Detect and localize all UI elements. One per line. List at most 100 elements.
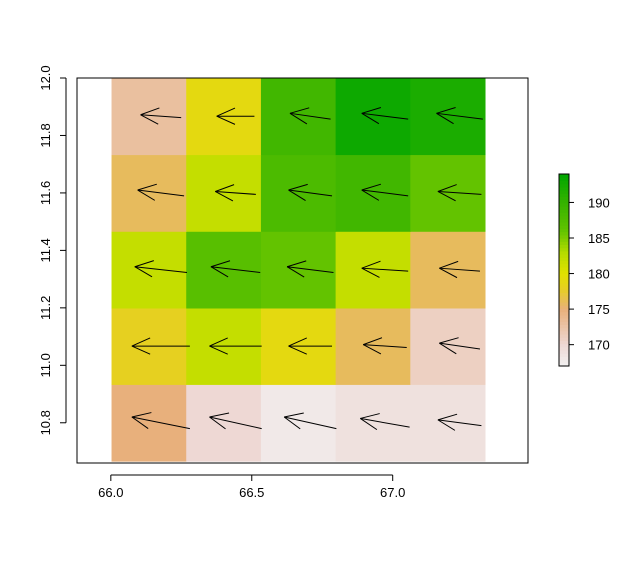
colorbar-segment: [559, 318, 569, 322]
colorbar-segment: [559, 266, 569, 271]
wind-arrows: [131, 107, 483, 431]
heatmap-cell: [186, 154, 262, 232]
colorbar-segment: [559, 327, 569, 332]
colorbar-segment: [559, 337, 569, 341]
colorbar-segment: [559, 311, 569, 316]
heatmap-cell: [260, 77, 337, 156]
y-tick-label: 10.8: [38, 410, 53, 435]
colorbar-segment: [559, 273, 569, 277]
colorbar-segment: [559, 324, 569, 329]
colorbar-segment: [559, 305, 569, 309]
colorbar-segment: [559, 302, 569, 306]
wind-arrow: [216, 107, 255, 125]
heatmap-cell: [410, 307, 486, 385]
colorbar-segment: [559, 218, 569, 223]
colorbar-segment: [559, 212, 569, 217]
colorbar-legend: 170 175 180 185 190: [558, 173, 610, 367]
colorbar-segment: [559, 247, 569, 252]
heatmap-cell: [260, 231, 337, 309]
colorbar-segment: [559, 177, 569, 181]
y-tick-label: 11.8: [38, 123, 53, 147]
heatmap-cell: [186, 231, 262, 309]
colorbar-segment: [559, 244, 569, 249]
colorbar-segment: [559, 199, 569, 204]
colorbar-segment: [559, 350, 569, 354]
colorbar-segment: [559, 202, 569, 207]
heatmap-cell: [335, 231, 411, 309]
wind-arrow: [131, 337, 190, 355]
wind-arrow: [439, 337, 481, 355]
colorbar-segment: [559, 362, 569, 367]
colorbar-segment: [559, 270, 569, 274]
colorbar-segment: [559, 190, 569, 194]
colorbar-segment: [559, 286, 569, 290]
wind-arrow: [361, 107, 409, 125]
colorbar-segment: [559, 231, 569, 236]
wind-arrow: [437, 413, 482, 431]
wind-arrow: [137, 183, 185, 201]
heatmap-cell: [410, 154, 486, 232]
colorbar-segment: [559, 356, 569, 361]
colorbar-segment: [559, 241, 569, 245]
colorbar-segment: [559, 340, 569, 345]
heatmap-cell: [111, 154, 187, 232]
wind-arrow: [286, 260, 334, 278]
colorbar-segment: [559, 234, 569, 239]
colorbar-segment: [559, 314, 569, 319]
wind-arrow: [360, 413, 410, 431]
colorbar-segment: [559, 254, 569, 258]
colorbar-tick-label: 190: [588, 195, 610, 210]
wind-arrow: [361, 183, 409, 201]
wind-arrow: [288, 337, 333, 355]
colorbar-tick-label: 175: [588, 302, 610, 317]
colorbar-segment: [559, 330, 569, 335]
colorbar-tick-label: 180: [588, 267, 610, 282]
colorbar-segment: [559, 298, 569, 303]
heatmap-cell: [335, 154, 411, 232]
wind-arrow: [140, 107, 182, 125]
colorbar-segment: [559, 276, 569, 281]
wind-arrow: [437, 184, 482, 202]
heatmap-cell: [111, 231, 187, 309]
wind-arrow: [131, 412, 190, 430]
x-axis: 66.0 66.5 67.0: [98, 474, 405, 500]
colorbar-segment: [559, 359, 569, 364]
colorbar-segment: [559, 228, 569, 233]
heatmap-cell: [410, 231, 486, 309]
colorbar-segment: [559, 222, 569, 226]
colorbar-segment: [559, 282, 569, 287]
colorbar-segment: [559, 343, 569, 348]
y-tick-label: 12.0: [38, 65, 53, 90]
wind-arrow: [283, 412, 337, 430]
heatmap-cell: [111, 77, 187, 156]
plot-frame: [76, 77, 529, 464]
heatmap-cell: [186, 384, 262, 462]
heatmap-cell: [335, 77, 411, 156]
colorbar-segment: [559, 353, 569, 357]
colorbar-segment: [559, 308, 569, 313]
colorbar-segment: [559, 183, 569, 188]
wind-arrow: [361, 260, 409, 278]
colorbar-segment: [559, 215, 569, 220]
wind-arrow: [289, 107, 331, 125]
heatmap-cell: [260, 384, 337, 462]
colorbar-segment: [559, 346, 569, 351]
colorbar-segment: [559, 206, 569, 210]
heatmap-cell: [260, 154, 337, 232]
colorbar-frame: [558, 173, 570, 367]
y-tick-label: 11.4: [38, 238, 53, 262]
x-tick-label: 66.0: [98, 485, 123, 500]
colorbar-segment: [559, 196, 569, 201]
wind-arrow: [209, 412, 262, 430]
colorbar-segment: [559, 257, 569, 261]
wind-arrow: [436, 107, 483, 125]
colorbar-segment: [559, 180, 569, 185]
x-tick-label: 67.0: [380, 485, 405, 500]
y-tick-label: 11.2: [38, 296, 53, 320]
colorbar-segment: [559, 209, 569, 213]
colorbar-segment: [559, 250, 569, 255]
heatmap-cell: [335, 384, 411, 462]
colorbar-segment: [559, 292, 569, 297]
colorbar-segment: [559, 279, 569, 284]
